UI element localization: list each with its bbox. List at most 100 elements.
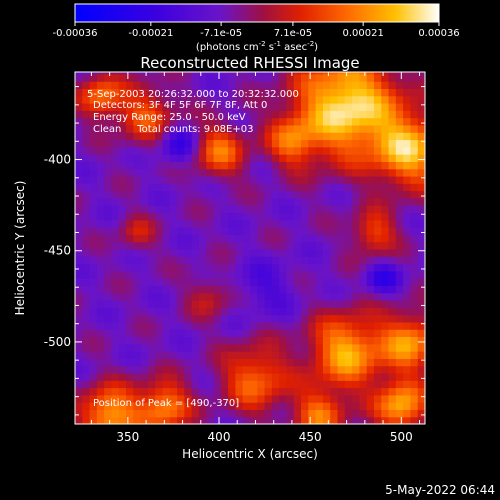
heatmap-cell xyxy=(250,299,258,308)
heatmap-cell xyxy=(301,351,309,359)
heatmap-cell xyxy=(403,387,412,396)
heatmap-cell xyxy=(410,132,419,141)
heatmap-cell xyxy=(315,416,324,424)
heatmap-cell xyxy=(359,132,368,141)
heatmap-cell xyxy=(410,278,419,286)
heatmap-cell xyxy=(257,139,266,148)
heatmap-cell xyxy=(381,190,390,199)
heatmap-cell xyxy=(162,103,171,111)
heatmap-cell xyxy=(162,205,171,214)
heatmap-cell xyxy=(344,103,353,111)
heatmap-cell xyxy=(177,329,185,338)
heatmap-cell xyxy=(330,329,339,338)
heatmap-cell xyxy=(344,175,353,184)
heatmap-cell xyxy=(250,205,258,214)
heatmap-cell xyxy=(403,336,412,345)
heatmap-cell xyxy=(279,205,288,214)
heatmap-cell xyxy=(75,372,83,381)
heatmap-cell xyxy=(315,256,324,265)
heatmap-cell xyxy=(111,285,120,294)
heatmap-cell xyxy=(286,227,295,235)
heatmap-cell xyxy=(403,241,412,250)
heatmap-cell xyxy=(89,175,98,184)
heatmap-cell xyxy=(133,132,142,141)
heatmap-cell xyxy=(315,380,324,389)
heatmap-cell xyxy=(271,234,280,243)
heatmap-cell xyxy=(322,365,331,374)
heatmap-cell xyxy=(242,219,251,228)
heatmap-cell xyxy=(235,81,244,90)
heatmap-cell xyxy=(257,278,266,286)
heatmap-cell xyxy=(206,343,215,352)
heatmap-cell xyxy=(118,387,127,396)
heatmap-cell xyxy=(242,416,251,424)
heatmap-cell xyxy=(315,321,324,330)
heatmap-cell xyxy=(330,132,339,141)
heatmap-cell xyxy=(279,110,288,119)
heatmap-cell xyxy=(250,416,258,424)
x-axis: 350 400 450 500 xyxy=(90,72,421,444)
heatmap-cell xyxy=(344,227,353,235)
heatmap-cell xyxy=(104,227,113,235)
heatmap-cell xyxy=(373,110,382,119)
heatmap-cell xyxy=(133,351,142,359)
heatmap-cell xyxy=(220,95,229,104)
heatmap-cell xyxy=(250,88,258,97)
heatmap-cell xyxy=(155,380,164,389)
heatmap-cell xyxy=(184,190,193,199)
heatmap-cell xyxy=(96,278,105,286)
heatmap-cell xyxy=(257,146,266,155)
heatmap-cell xyxy=(169,117,178,126)
heatmap-cell xyxy=(330,72,339,75)
heatmap-cell xyxy=(228,197,237,206)
heatmap-cell xyxy=(337,117,346,126)
heatmap-cell xyxy=(322,183,331,192)
heatmap-cell xyxy=(344,132,353,141)
heatmap-cell xyxy=(395,175,404,184)
heatmap-cell xyxy=(96,285,105,294)
heatmap-cell xyxy=(133,299,142,308)
heatmap-cell xyxy=(250,175,258,184)
heatmap-cell xyxy=(155,183,164,192)
heatmap-cell xyxy=(82,343,91,352)
heatmap-cell xyxy=(286,183,295,192)
heatmap-cell xyxy=(89,154,98,162)
heatmap-cell xyxy=(352,81,360,90)
heatmap-cell xyxy=(264,285,273,294)
heatmap-cell xyxy=(169,168,178,177)
heatmap-cell xyxy=(308,95,317,104)
heatmap-cell xyxy=(322,175,331,184)
heatmap-cell xyxy=(271,117,280,126)
heatmap-cell xyxy=(352,365,360,374)
heatmap-cell xyxy=(89,278,98,286)
heatmap-cell xyxy=(228,263,237,272)
heatmap-cell xyxy=(177,358,185,367)
heatmap-cell xyxy=(184,110,193,119)
heatmap-cell xyxy=(315,197,324,206)
colorbar-gradient xyxy=(74,3,440,23)
heatmap-cell xyxy=(301,299,309,308)
heatmap-cell xyxy=(373,365,382,374)
heatmap-cell xyxy=(75,139,83,148)
heatmap-cell xyxy=(169,336,178,345)
heatmap-cell xyxy=(381,205,390,214)
heatmap-cell xyxy=(82,205,91,214)
heatmap-cell xyxy=(359,329,368,338)
heatmap-cell xyxy=(352,227,360,235)
heatmap-cell xyxy=(133,336,142,345)
heatmap-cell xyxy=(301,124,309,133)
heatmap-cell xyxy=(301,132,309,141)
heatmap-cell xyxy=(177,168,185,177)
heatmap-cell xyxy=(111,380,120,389)
heatmap-cell xyxy=(410,197,419,206)
heatmap-cell xyxy=(373,132,382,141)
heatmap-cell xyxy=(111,256,120,265)
heatmap-cell xyxy=(111,175,120,184)
heatmap-cell xyxy=(337,343,346,352)
heatmap-cell xyxy=(155,270,164,279)
heatmap-cell xyxy=(293,263,302,272)
heatmap-cell xyxy=(388,190,397,199)
heatmap-cell xyxy=(147,416,156,424)
heatmap-cell xyxy=(301,110,309,119)
heatmap-cell xyxy=(395,161,404,170)
